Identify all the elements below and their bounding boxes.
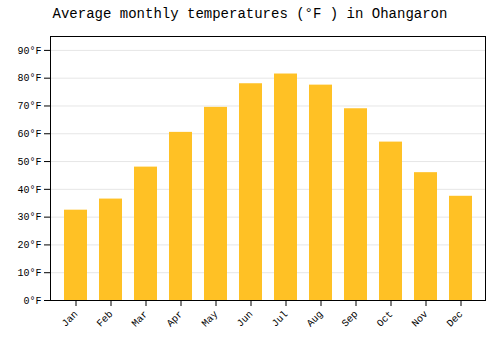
svg-text:70°F: 70°F: [17, 101, 41, 112]
svg-text:80°F: 80°F: [17, 73, 41, 84]
svg-text:Jan: Jan: [60, 309, 81, 330]
svg-text:30°F: 30°F: [17, 212, 41, 223]
svg-text:May: May: [200, 309, 221, 330]
svg-text:60°F: 60°F: [17, 129, 41, 140]
svg-text:Jun: Jun: [235, 309, 256, 330]
svg-text:Nov: Nov: [410, 309, 431, 330]
svg-text:Feb: Feb: [95, 309, 116, 330]
svg-text:90°F: 90°F: [17, 46, 41, 57]
svg-text:50°F: 50°F: [17, 157, 41, 168]
svg-text:40°F: 40°F: [17, 185, 41, 196]
svg-text:Apr: Apr: [165, 309, 186, 330]
svg-text:Jul: Jul: [270, 309, 291, 330]
svg-text:Aug: Aug: [305, 309, 326, 330]
html-text:Average monthly temperatures (: Average monthly temperatures (°F ) in Oh…: [52, 6, 448, 22]
svg-text:Oct: Oct: [375, 309, 396, 330]
svg-text:10°F: 10°F: [17, 268, 41, 279]
svg-text:Dec: Dec: [445, 309, 466, 330]
svg-text:Sep: Sep: [340, 309, 361, 330]
svg-text:Mar: Mar: [130, 309, 151, 330]
svg-text:0°F: 0°F: [23, 296, 41, 307]
svg-text:20°F: 20°F: [17, 240, 41, 251]
